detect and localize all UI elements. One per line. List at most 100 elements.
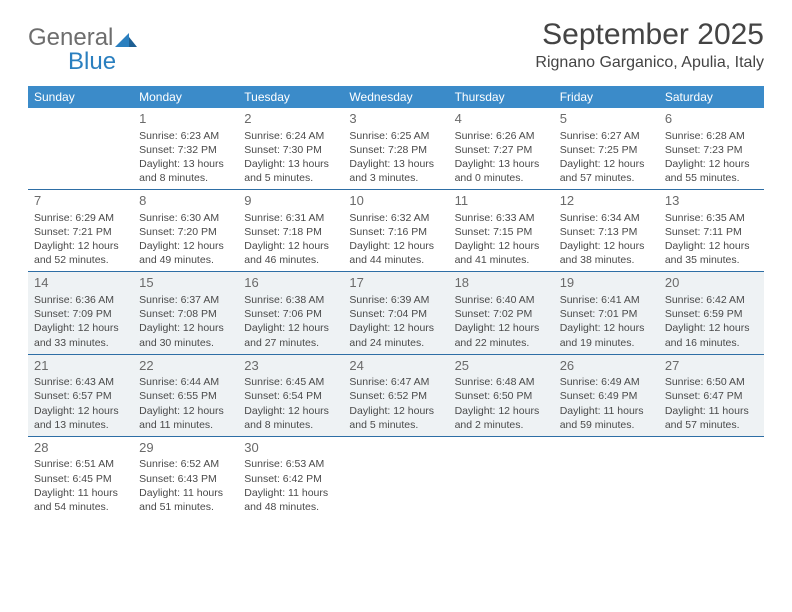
daylight-text: Daylight: 12 hours and 55 minutes.: [665, 157, 758, 185]
sunset-text: Sunset: 6:43 PM: [139, 472, 232, 486]
sunrise-text: Sunrise: 6:35 AM: [665, 211, 758, 225]
calendar-day-cell: 8Sunrise: 6:30 AMSunset: 7:20 PMDaylight…: [133, 190, 238, 272]
sunrise-text: Sunrise: 6:48 AM: [455, 375, 548, 389]
sunset-text: Sunset: 7:09 PM: [34, 307, 127, 321]
sunset-text: Sunset: 6:57 PM: [34, 389, 127, 403]
title-block: September 2025 Rignano Garganico, Apulia…: [535, 18, 764, 72]
calendar-day-cell: 4Sunrise: 6:26 AMSunset: 7:27 PMDaylight…: [449, 108, 554, 190]
calendar-day-cell: 12Sunrise: 6:34 AMSunset: 7:13 PMDayligh…: [554, 190, 659, 272]
calendar-day-cell: 21Sunrise: 6:43 AMSunset: 6:57 PMDayligh…: [28, 354, 133, 436]
calendar-day-cell: 16Sunrise: 6:38 AMSunset: 7:06 PMDayligh…: [238, 272, 343, 354]
daylight-text: Daylight: 12 hours and 41 minutes.: [455, 239, 548, 267]
day-number: 13: [665, 192, 758, 210]
day-number: 4: [455, 110, 548, 128]
daylight-text: Daylight: 13 hours and 0 minutes.: [455, 157, 548, 185]
sunrise-text: Sunrise: 6:39 AM: [349, 293, 442, 307]
calendar-day-cell: 18Sunrise: 6:40 AMSunset: 7:02 PMDayligh…: [449, 272, 554, 354]
day-number: 8: [139, 192, 232, 210]
sunrise-text: Sunrise: 6:28 AM: [665, 129, 758, 143]
sunset-text: Sunset: 7:04 PM: [349, 307, 442, 321]
sunset-text: Sunset: 7:21 PM: [34, 225, 127, 239]
sunrise-text: Sunrise: 6:53 AM: [244, 457, 337, 471]
weekday-header: Saturday: [659, 86, 764, 108]
calendar-day-cell: 20Sunrise: 6:42 AMSunset: 6:59 PMDayligh…: [659, 272, 764, 354]
calendar-day-cell: 24Sunrise: 6:47 AMSunset: 6:52 PMDayligh…: [343, 354, 448, 436]
calendar-day-cell: 17Sunrise: 6:39 AMSunset: 7:04 PMDayligh…: [343, 272, 448, 354]
sunset-text: Sunset: 7:32 PM: [139, 143, 232, 157]
calendar-day-cell: 6Sunrise: 6:28 AMSunset: 7:23 PMDaylight…: [659, 108, 764, 190]
sunrise-text: Sunrise: 6:45 AM: [244, 375, 337, 389]
sunrise-text: Sunrise: 6:31 AM: [244, 211, 337, 225]
weekday-header: Friday: [554, 86, 659, 108]
calendar-day-cell: 3Sunrise: 6:25 AMSunset: 7:28 PMDaylight…: [343, 108, 448, 190]
calendar-day-cell: 13Sunrise: 6:35 AMSunset: 7:11 PMDayligh…: [659, 190, 764, 272]
sunrise-text: Sunrise: 6:27 AM: [560, 129, 653, 143]
weekday-header: Thursday: [449, 86, 554, 108]
sunset-text: Sunset: 6:45 PM: [34, 472, 127, 486]
calendar-day-cell: 27Sunrise: 6:50 AMSunset: 6:47 PMDayligh…: [659, 354, 764, 436]
daylight-text: Daylight: 11 hours and 57 minutes.: [665, 404, 758, 432]
calendar-day-cell: 14Sunrise: 6:36 AMSunset: 7:09 PMDayligh…: [28, 272, 133, 354]
day-number: 16: [244, 274, 337, 292]
day-number: 12: [560, 192, 653, 210]
daylight-text: Daylight: 12 hours and 52 minutes.: [34, 239, 127, 267]
sunrise-text: Sunrise: 6:26 AM: [455, 129, 548, 143]
calendar-week-row: 7Sunrise: 6:29 AMSunset: 7:21 PMDaylight…: [28, 190, 764, 272]
sunrise-text: Sunrise: 6:42 AM: [665, 293, 758, 307]
daylight-text: Daylight: 12 hours and 16 minutes.: [665, 321, 758, 349]
daylight-text: Daylight: 12 hours and 38 minutes.: [560, 239, 653, 267]
sunset-text: Sunset: 6:50 PM: [455, 389, 548, 403]
day-number: 2: [244, 110, 337, 128]
day-number: 25: [455, 357, 548, 375]
daylight-text: Daylight: 12 hours and 49 minutes.: [139, 239, 232, 267]
month-title: September 2025: [535, 18, 764, 52]
day-number: 20: [665, 274, 758, 292]
daylight-text: Daylight: 13 hours and 8 minutes.: [139, 157, 232, 185]
calendar-day-cell: [343, 436, 448, 518]
calendar-day-cell: 10Sunrise: 6:32 AMSunset: 7:16 PMDayligh…: [343, 190, 448, 272]
sunset-text: Sunset: 7:25 PM: [560, 143, 653, 157]
calendar-day-cell: 30Sunrise: 6:53 AMSunset: 6:42 PMDayligh…: [238, 436, 343, 518]
sunset-text: Sunset: 7:27 PM: [455, 143, 548, 157]
sunrise-text: Sunrise: 6:37 AM: [139, 293, 232, 307]
weekday-header: Sunday: [28, 86, 133, 108]
day-number: 7: [34, 192, 127, 210]
calendar-day-cell: 19Sunrise: 6:41 AMSunset: 7:01 PMDayligh…: [554, 272, 659, 354]
sunrise-text: Sunrise: 6:51 AM: [34, 457, 127, 471]
sunrise-text: Sunrise: 6:32 AM: [349, 211, 442, 225]
daylight-text: Daylight: 12 hours and 5 minutes.: [349, 404, 442, 432]
sunset-text: Sunset: 7:02 PM: [455, 307, 548, 321]
calendar-day-cell: 9Sunrise: 6:31 AMSunset: 7:18 PMDaylight…: [238, 190, 343, 272]
day-number: 3: [349, 110, 442, 128]
daylight-text: Daylight: 11 hours and 48 minutes.: [244, 486, 337, 514]
sunrise-text: Sunrise: 6:44 AM: [139, 375, 232, 389]
sunrise-text: Sunrise: 6:23 AM: [139, 129, 232, 143]
sunrise-text: Sunrise: 6:41 AM: [560, 293, 653, 307]
day-number: 19: [560, 274, 653, 292]
location: Rignano Garganico, Apulia, Italy: [535, 54, 764, 72]
daylight-text: Daylight: 12 hours and 44 minutes.: [349, 239, 442, 267]
sunrise-text: Sunrise: 6:24 AM: [244, 129, 337, 143]
day-number: 26: [560, 357, 653, 375]
weekday-header-row: SundayMondayTuesdayWednesdayThursdayFrid…: [28, 86, 764, 108]
sunset-text: Sunset: 6:54 PM: [244, 389, 337, 403]
day-number: 6: [665, 110, 758, 128]
sunset-text: Sunset: 7:06 PM: [244, 307, 337, 321]
day-number: 10: [349, 192, 442, 210]
sunset-text: Sunset: 7:13 PM: [560, 225, 653, 239]
sunset-text: Sunset: 6:52 PM: [349, 389, 442, 403]
sunrise-text: Sunrise: 6:25 AM: [349, 129, 442, 143]
calendar-day-cell: 15Sunrise: 6:37 AMSunset: 7:08 PMDayligh…: [133, 272, 238, 354]
calendar-week-row: 1Sunrise: 6:23 AMSunset: 7:32 PMDaylight…: [28, 108, 764, 190]
day-number: 1: [139, 110, 232, 128]
day-number: 18: [455, 274, 548, 292]
sunset-text: Sunset: 6:59 PM: [665, 307, 758, 321]
sunrise-text: Sunrise: 6:36 AM: [34, 293, 127, 307]
calendar-day-cell: 26Sunrise: 6:49 AMSunset: 6:49 PMDayligh…: [554, 354, 659, 436]
sunset-text: Sunset: 7:16 PM: [349, 225, 442, 239]
calendar-day-cell: 2Sunrise: 6:24 AMSunset: 7:30 PMDaylight…: [238, 108, 343, 190]
sunrise-text: Sunrise: 6:49 AM: [560, 375, 653, 389]
calendar-week-row: 14Sunrise: 6:36 AMSunset: 7:09 PMDayligh…: [28, 272, 764, 354]
daylight-text: Daylight: 12 hours and 2 minutes.: [455, 404, 548, 432]
calendar-table: SundayMondayTuesdayWednesdayThursdayFrid…: [28, 86, 764, 518]
